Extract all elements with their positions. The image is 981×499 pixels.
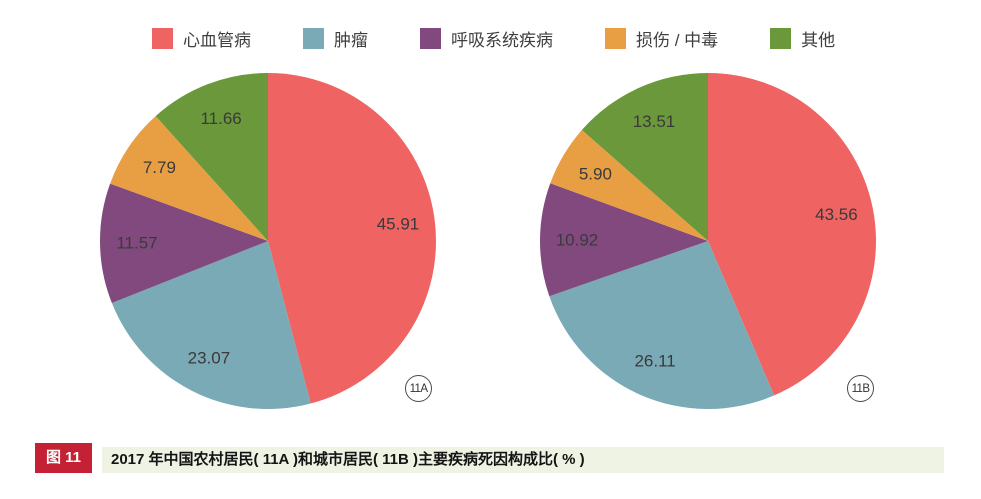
pie-slice-4	[581, 73, 708, 241]
slice-value-label: 43.56	[815, 205, 858, 224]
pie-slice-0	[708, 73, 876, 396]
legend-label: 损伤 / 中毒	[636, 31, 719, 50]
pie-slice-3	[110, 116, 268, 241]
slice-value-label: 23.07	[188, 349, 231, 368]
legend-item-2: 呼吸系统疾病	[420, 26, 553, 51]
legend-label: 其他	[801, 31, 836, 50]
figure-caption-bar: 2017 年中国农村居民( 11A )和城市居民( 11B )主要疾病死因构成比…	[102, 447, 944, 473]
figure-tag: 图 11	[35, 443, 93, 473]
legend-item-4: 其他	[770, 26, 835, 51]
pie-chart-11b: 43.56 26.11 10.92 5.90 13.51	[540, 73, 876, 409]
slice-value-label: 45.91	[377, 215, 420, 234]
legend-item-0: 心血管病	[152, 26, 251, 51]
legend-item-3: 损伤 / 中毒	[605, 26, 718, 51]
legend-swatch-icon	[770, 28, 792, 49]
slice-value-label: 13.51	[633, 112, 676, 131]
slice-value-label: 26.11	[634, 351, 675, 370]
pie-slice-3	[550, 129, 708, 241]
slice-value-label: 10.92	[556, 230, 599, 249]
panel-badge-11a: 11A	[405, 375, 432, 402]
pie-slice-4	[155, 73, 268, 241]
pie-slice-1	[111, 241, 311, 409]
figure-caption-text: 2017 年中国农村居民( 11A )和城市居民( 11B )主要疾病死因构成比…	[111, 451, 585, 468]
legend-label: 呼吸系统疾病	[451, 31, 553, 50]
legend-label: 心血管病	[183, 31, 251, 50]
pie-slice-2	[540, 183, 708, 297]
legend-item-1: 肿瘤	[303, 26, 368, 51]
pie-slice-1	[549, 241, 775, 409]
legend-swatch-icon	[420, 28, 441, 49]
pie-chart-11a: 45.91 23.07 11.57 7.79 11.66	[100, 73, 436, 409]
slice-value-label: 11.57	[116, 233, 157, 252]
legend-swatch-icon	[152, 28, 173, 49]
legend-label: 肿瘤	[334, 31, 368, 50]
slice-value-label: 7.79	[143, 158, 176, 177]
chart-legend: 心血管病 肿瘤 呼吸系统疾病 损伤 / 中毒 其他	[152, 26, 835, 51]
pie-slice-2	[100, 183, 268, 304]
legend-swatch-icon	[605, 28, 626, 49]
pie-slice-0	[268, 73, 436, 404]
slice-value-label: 5.90	[579, 165, 612, 184]
legend-swatch-icon	[303, 28, 324, 49]
slice-value-label: 11.66	[200, 109, 241, 128]
panel-badge-11b: 11B	[847, 375, 874, 402]
